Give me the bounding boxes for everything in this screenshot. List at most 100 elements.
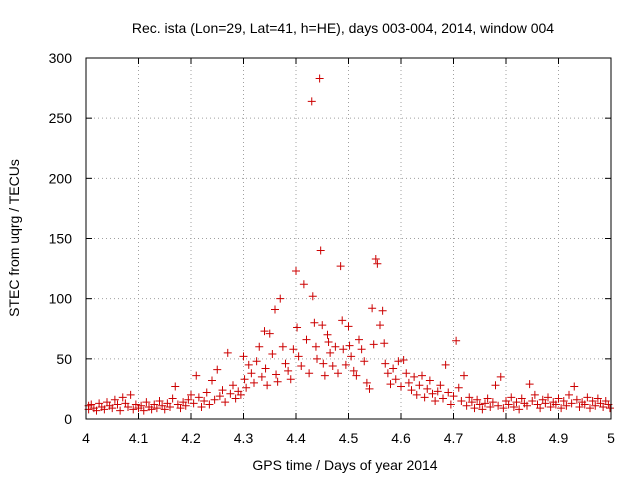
data-point	[528, 396, 537, 405]
data-point	[412, 390, 421, 399]
data-point	[357, 345, 366, 354]
data-point	[591, 401, 600, 410]
data-point	[365, 384, 374, 393]
data-point	[281, 359, 290, 368]
data-point	[355, 335, 363, 344]
y-axis-label: STEC from uqrg / TECUs	[6, 159, 22, 317]
data-point	[431, 396, 440, 405]
data-point	[575, 402, 584, 411]
data-point	[299, 280, 308, 289]
data-point	[504, 400, 513, 409]
x-tick-label: 5	[607, 430, 615, 446]
data-point	[404, 378, 413, 387]
data-point	[565, 390, 573, 399]
data-point	[223, 348, 232, 357]
data-point	[465, 393, 474, 402]
data-point	[129, 405, 138, 414]
data-point	[360, 357, 369, 366]
data-point	[320, 371, 329, 380]
data-point	[218, 386, 227, 395]
data-point	[310, 318, 319, 327]
data-point	[240, 375, 249, 384]
data-point	[152, 404, 161, 413]
data-point	[397, 382, 405, 391]
data-point	[272, 370, 281, 379]
y-tick-label: 250	[49, 110, 73, 126]
data-point	[454, 383, 463, 392]
data-point	[247, 369, 256, 378]
data-point	[423, 384, 432, 393]
data-point	[334, 369, 342, 378]
data-point	[580, 400, 589, 409]
data-point	[341, 360, 350, 369]
data-point	[226, 389, 235, 398]
data-point	[221, 398, 230, 407]
data-point	[315, 74, 324, 83]
data-point	[380, 339, 389, 348]
data-point	[210, 395, 219, 404]
data-point	[475, 400, 484, 409]
data-point	[231, 394, 240, 403]
data-point	[292, 266, 300, 275]
data-point	[381, 359, 390, 368]
data-point	[394, 357, 403, 366]
data-point	[323, 330, 332, 339]
data-point	[147, 405, 156, 414]
data-point	[166, 402, 174, 411]
data-point	[189, 399, 198, 408]
data-point	[407, 386, 416, 395]
data-point	[271, 305, 279, 314]
data-point	[449, 392, 458, 401]
data-point	[197, 402, 206, 411]
data-point	[268, 350, 277, 359]
data-point	[415, 381, 424, 390]
data-point	[255, 342, 264, 351]
data-point	[536, 404, 545, 413]
data-point	[586, 404, 594, 413]
data-point	[181, 401, 190, 410]
data-point	[391, 375, 400, 384]
data-point	[441, 360, 450, 369]
x-tick-label: 4.5	[339, 430, 359, 446]
data-point	[428, 389, 437, 398]
y-tick-label: 300	[49, 50, 73, 66]
data-point	[368, 304, 377, 313]
x-tick-label: 4.9	[549, 430, 569, 446]
data-point	[486, 402, 495, 411]
data-point	[605, 404, 614, 413]
data-point	[593, 394, 602, 403]
data-point	[215, 392, 224, 401]
data-point	[512, 398, 521, 407]
data-point	[473, 395, 482, 404]
data-point	[118, 393, 127, 402]
data-point	[252, 357, 261, 366]
data-point	[236, 390, 245, 399]
x-axis-label: GPS time / Days of year 2014	[252, 457, 437, 473]
x-tick-label: 4.4	[286, 430, 306, 446]
data-point	[139, 406, 148, 415]
y-tick-label: 50	[56, 351, 72, 367]
data-point	[302, 335, 311, 344]
data-point	[488, 398, 497, 407]
data-point	[307, 97, 316, 106]
data-point	[554, 394, 563, 403]
data-point	[313, 354, 321, 363]
data-point	[244, 360, 253, 369]
x-tick-label: 4.1	[129, 430, 149, 446]
data-point	[257, 372, 266, 381]
data-point	[572, 395, 581, 404]
data-point	[194, 393, 203, 402]
data-point	[338, 316, 347, 325]
y-tick-label: 200	[49, 170, 73, 186]
data-point	[570, 382, 579, 391]
data-point	[478, 405, 487, 414]
data-point	[557, 404, 566, 413]
data-point	[439, 394, 447, 403]
data-point	[316, 246, 325, 255]
data-point	[192, 371, 201, 380]
x-tick-label: 4.2	[181, 430, 201, 446]
data-point	[491, 381, 500, 390]
data-point	[239, 352, 248, 361]
data-point	[202, 388, 211, 397]
data-point	[311, 342, 320, 351]
